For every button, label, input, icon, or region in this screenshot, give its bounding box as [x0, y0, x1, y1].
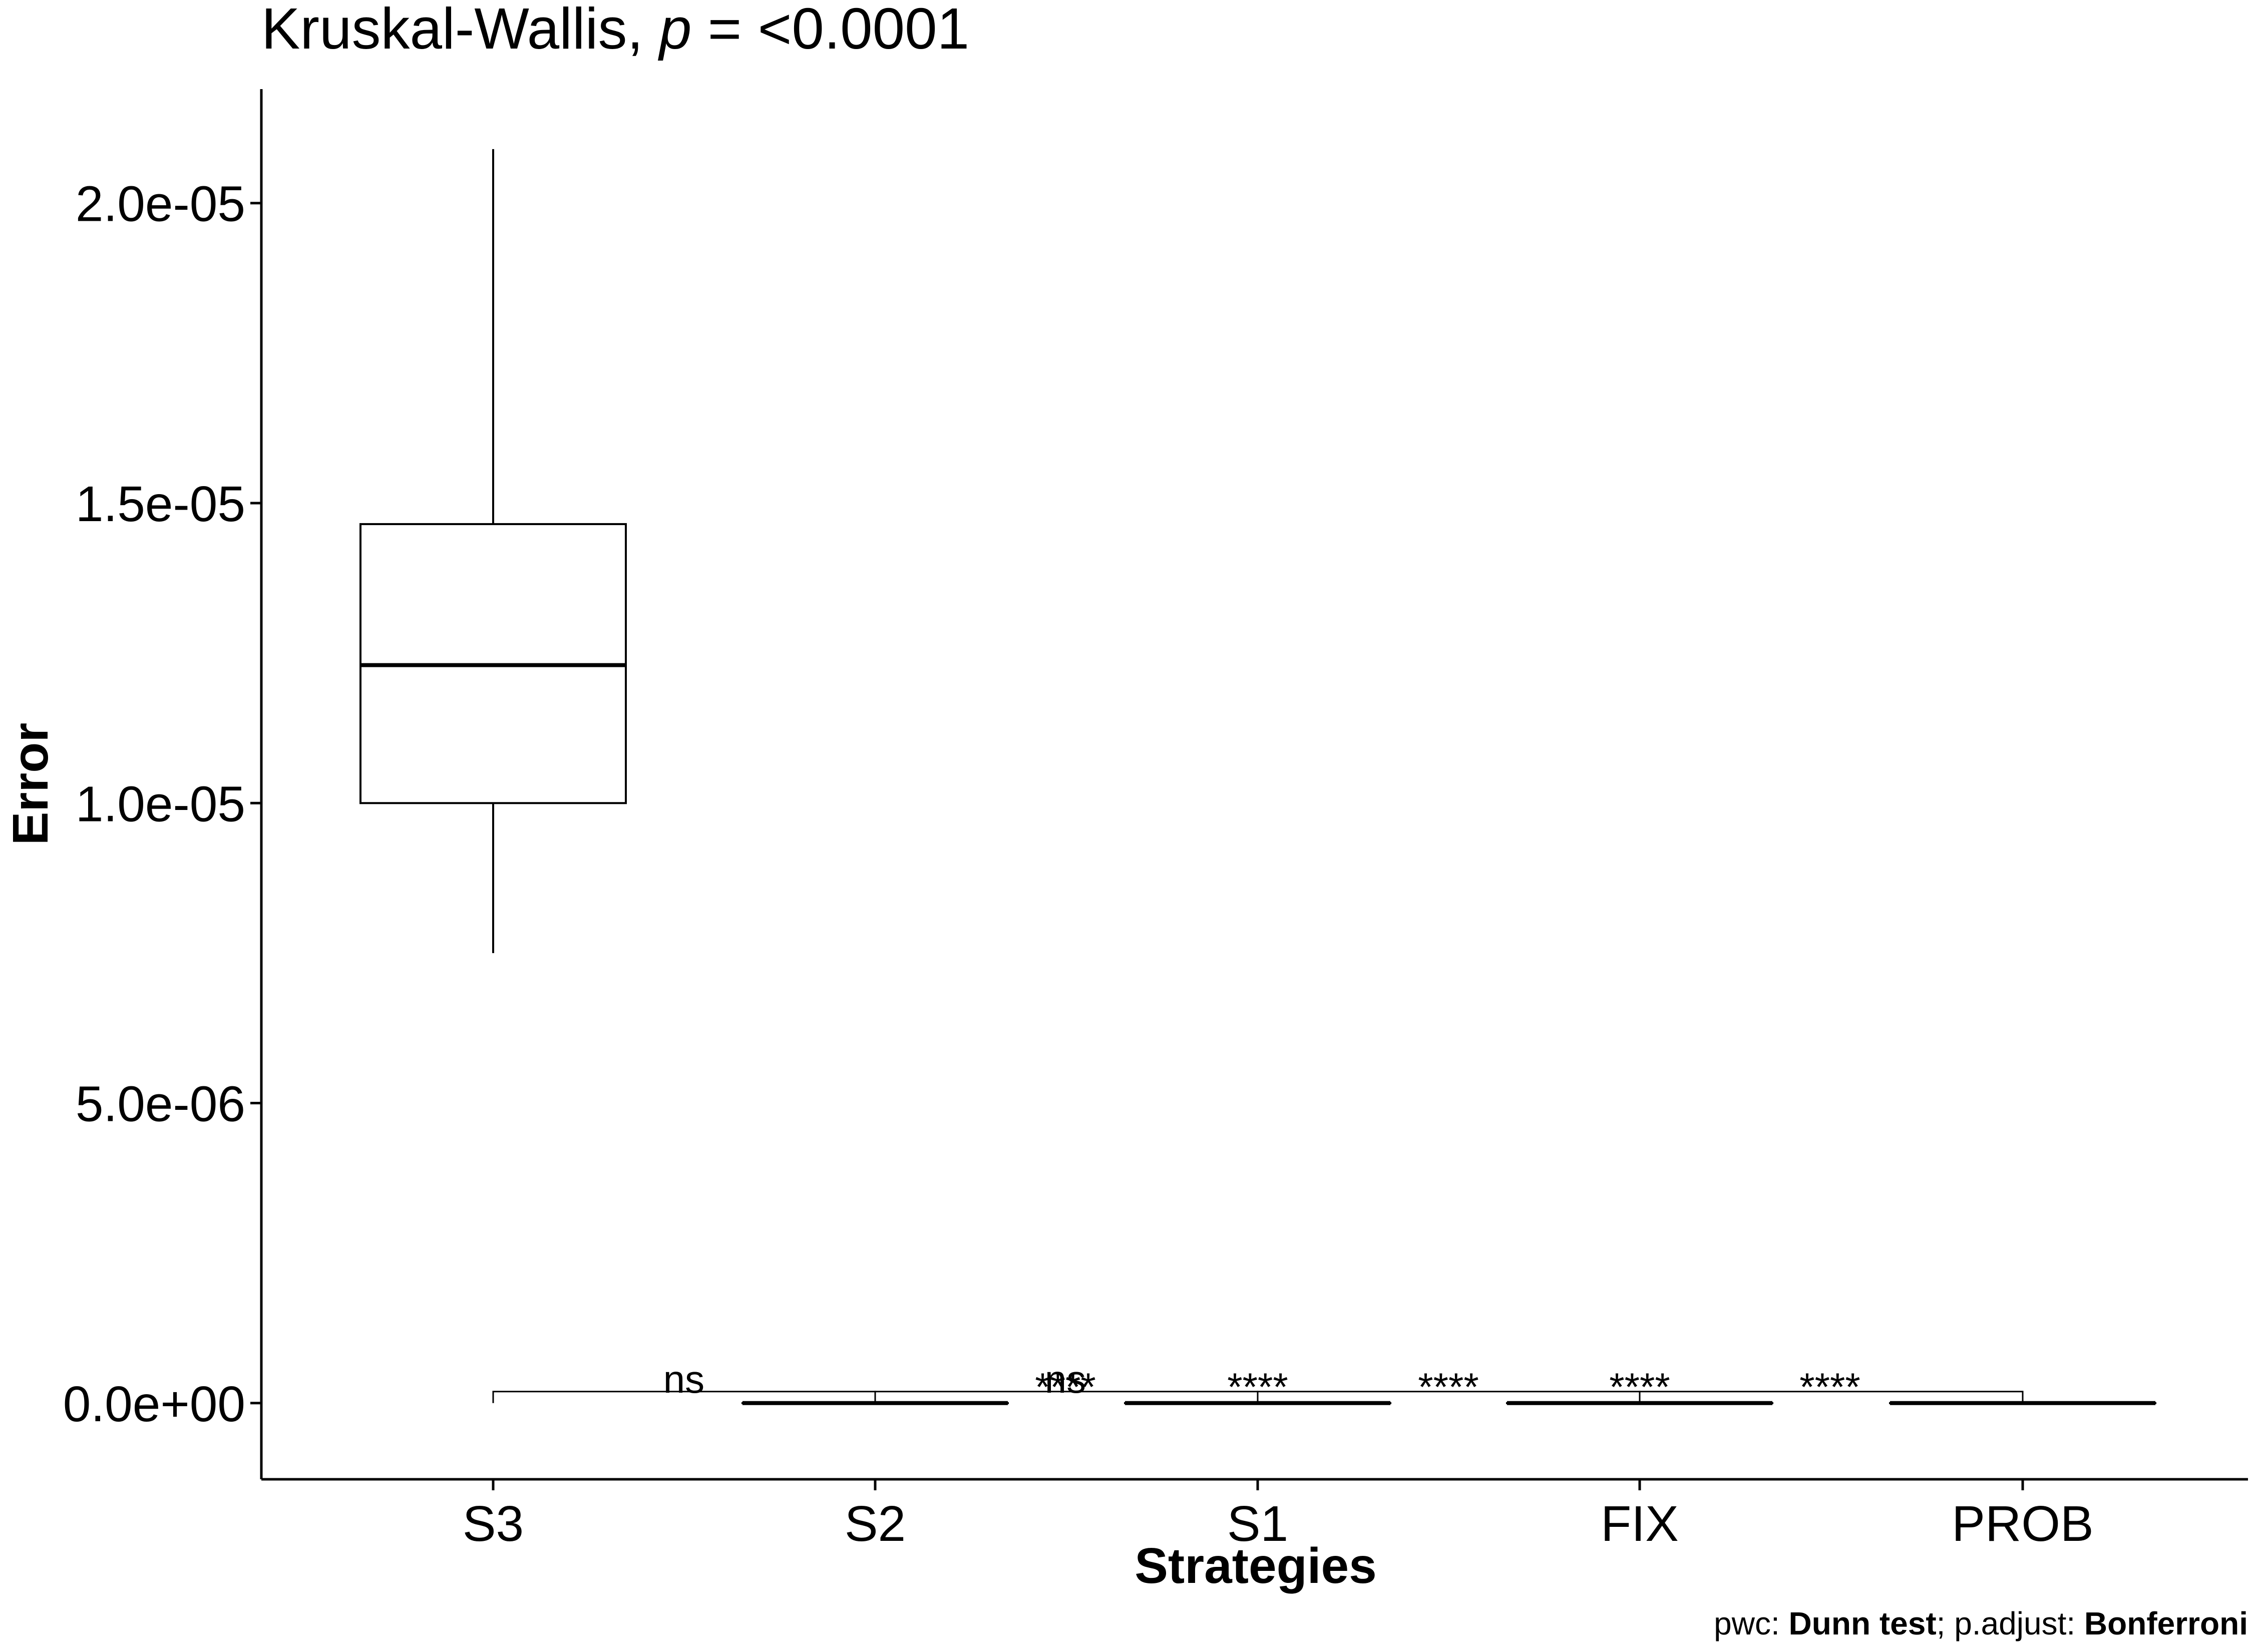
caption-pwc-prefix: pwc:	[1714, 1605, 1788, 1641]
y-axis-title: Error	[3, 723, 59, 846]
chart-title: Kruskal-Wallis, p = <0.0001	[261, 0, 969, 61]
caption: pwc: Dunn test; p.adjust: Bonferroni	[1714, 1605, 2248, 1641]
x-axis-title: Strategies	[1135, 1538, 1377, 1594]
chart-title-p-symbol: p	[658, 0, 692, 61]
x-tick-label: FIX	[1601, 1496, 1679, 1552]
additional-significance-label: ****	[1035, 1365, 1095, 1409]
x-tick-label: S1	[1227, 1496, 1288, 1552]
caption-adjust-prefix: ; p.adjust:	[1937, 1605, 2084, 1641]
y-tick-label: 0.0e+00	[63, 1376, 245, 1432]
y-tick-label: 2.0e-05	[76, 176, 245, 232]
x-tick-label: S2	[845, 1496, 906, 1552]
plot-content: 0.0e+00 5.0e-06 1.0e-05 1.5e-05 2.0e-05 S3 S2 S…	[63, 89, 2248, 1552]
y-tick-label: 1.5e-05	[76, 476, 245, 532]
comparison-bracket	[1639, 1391, 2024, 1403]
comparison-significance-label: ns	[1045, 1357, 1086, 1401]
additional-significance-label: ****	[1227, 1365, 1288, 1409]
y-tick-label: 5.0e-06	[76, 1076, 245, 1132]
comparison-significance-label: ****	[1418, 1365, 1478, 1409]
comparison-significance-label: ****	[1799, 1365, 1860, 1409]
additional-significance-label: ****	[1609, 1365, 1670, 1409]
chart-title-prefix: Kruskal-Wallis,	[261, 0, 659, 61]
x-tick-label: PROB	[1952, 1496, 2093, 1552]
caption-adjust-method: Bonferroni	[2084, 1605, 2248, 1641]
x-tick-label: S3	[463, 1496, 524, 1552]
chart-title-suffix: = <0.0001	[691, 0, 969, 61]
comparison-significance-label: ns	[663, 1357, 704, 1401]
y-tick-label: 1.0e-05	[76, 776, 245, 832]
caption-pwc-method: Dunn test	[1789, 1605, 1937, 1641]
